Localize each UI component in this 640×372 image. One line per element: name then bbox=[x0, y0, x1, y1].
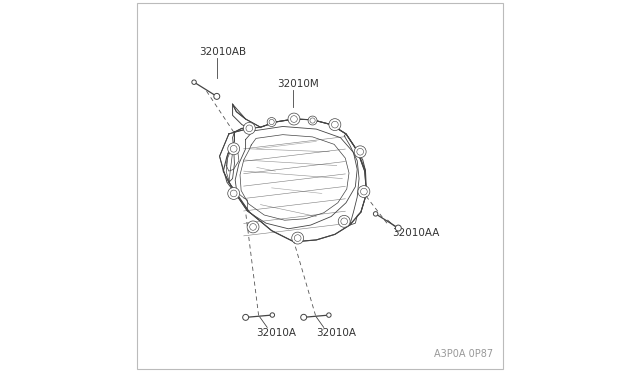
Circle shape bbox=[301, 314, 307, 320]
Circle shape bbox=[294, 235, 301, 241]
Circle shape bbox=[243, 122, 255, 134]
Circle shape bbox=[341, 218, 348, 225]
Circle shape bbox=[396, 225, 401, 231]
Circle shape bbox=[358, 186, 370, 198]
Text: A3P0A 0P87: A3P0A 0P87 bbox=[434, 349, 493, 359]
Text: 32010AA: 32010AA bbox=[392, 228, 440, 238]
Circle shape bbox=[373, 212, 378, 216]
Circle shape bbox=[267, 118, 276, 126]
Circle shape bbox=[308, 116, 317, 125]
Circle shape bbox=[246, 125, 253, 132]
Circle shape bbox=[250, 224, 257, 230]
Circle shape bbox=[288, 113, 300, 125]
Circle shape bbox=[291, 116, 298, 122]
Circle shape bbox=[360, 188, 367, 195]
Circle shape bbox=[247, 221, 259, 233]
Circle shape bbox=[329, 119, 341, 131]
Text: 32010M: 32010M bbox=[277, 79, 319, 89]
Text: 32010A: 32010A bbox=[316, 328, 356, 338]
Text: 32010AB: 32010AB bbox=[199, 46, 246, 57]
Circle shape bbox=[192, 80, 196, 84]
Circle shape bbox=[214, 93, 220, 99]
Circle shape bbox=[228, 187, 239, 199]
Text: 32010A: 32010A bbox=[256, 328, 296, 338]
Circle shape bbox=[230, 145, 237, 152]
Circle shape bbox=[270, 313, 275, 317]
Circle shape bbox=[228, 143, 239, 155]
Circle shape bbox=[338, 215, 350, 227]
Circle shape bbox=[292, 232, 303, 244]
Circle shape bbox=[332, 121, 338, 128]
Circle shape bbox=[243, 314, 248, 320]
Circle shape bbox=[354, 146, 366, 158]
Circle shape bbox=[310, 118, 315, 123]
Circle shape bbox=[269, 119, 275, 125]
Circle shape bbox=[230, 190, 237, 197]
Circle shape bbox=[326, 313, 331, 317]
Circle shape bbox=[357, 148, 364, 155]
